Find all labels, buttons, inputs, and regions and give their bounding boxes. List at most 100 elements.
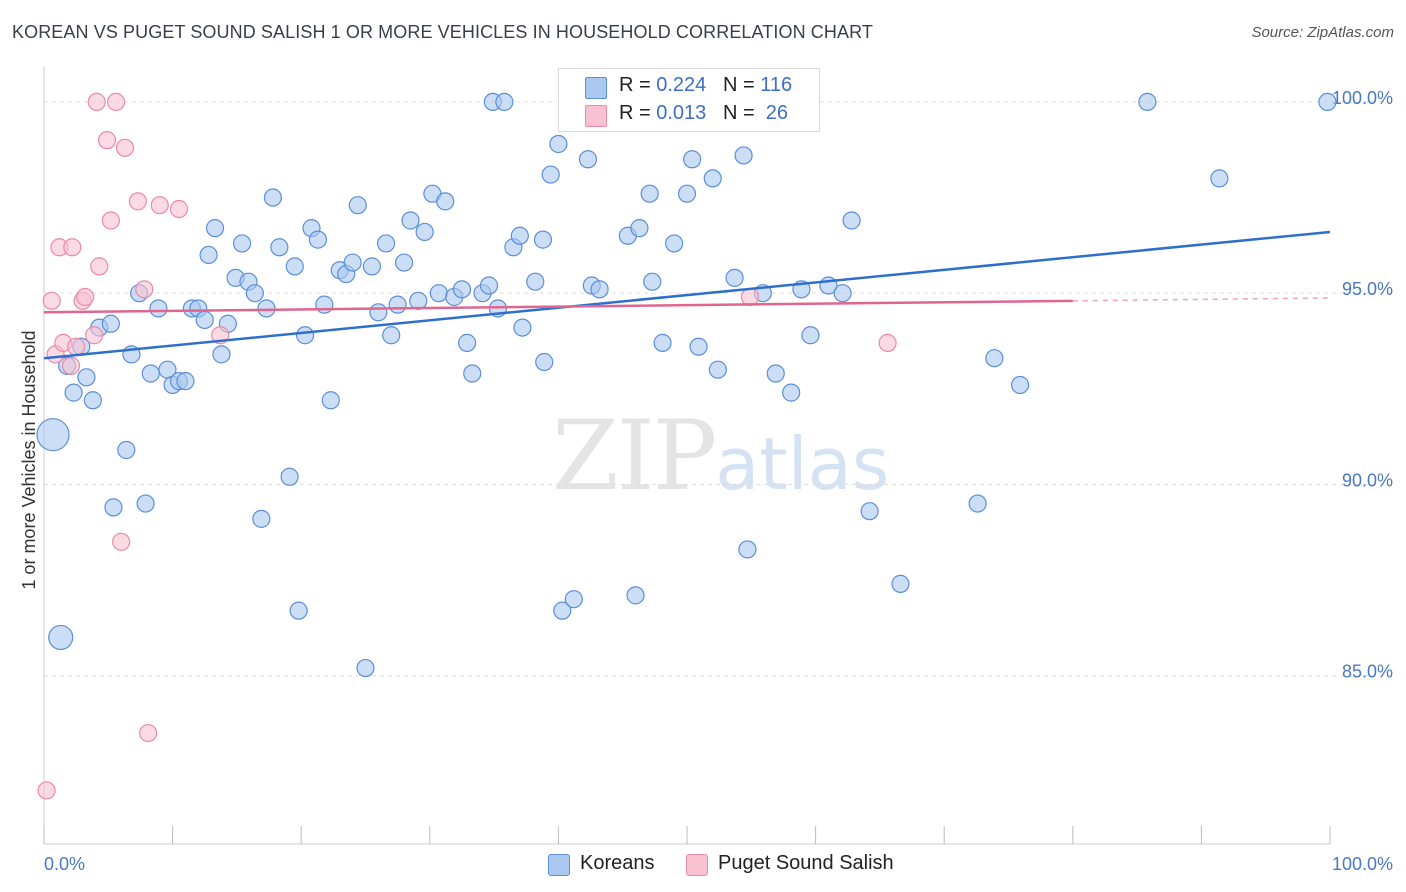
y-tick-label: 85.0%	[1342, 662, 1393, 682]
korean-legend-label: Koreans	[580, 852, 655, 874]
korean-point	[141, 364, 160, 383]
korean-trend-line	[43, 230, 1331, 360]
salish-point	[76, 287, 95, 307]
korean-point	[833, 284, 852, 303]
watermark-zip: ZIP	[552, 400, 717, 512]
y-axis-label: 1 or more Vehicles in Household	[19, 330, 39, 589]
korean-point	[541, 165, 560, 184]
salish-point	[135, 280, 154, 299]
salish-point	[115, 138, 135, 157]
korean-point	[590, 280, 609, 299]
korean-point	[535, 352, 554, 372]
salish-swatch	[585, 105, 607, 127]
r-label: R =	[619, 74, 651, 96]
korean-point	[176, 372, 195, 391]
korean-point	[376, 234, 396, 253]
salish-point	[87, 92, 106, 112]
korean-point	[289, 601, 308, 620]
korean-point	[891, 574, 910, 593]
korean-point	[295, 326, 315, 345]
korean-point	[64, 383, 83, 402]
korean-point	[495, 92, 514, 112]
legend-text: R = 0.013 N = 26	[619, 102, 788, 125]
korean-point	[513, 318, 532, 337]
korean-point	[394, 253, 414, 272]
korean-swatch	[585, 77, 607, 99]
korean-point	[968, 494, 987, 513]
korean-point	[738, 540, 757, 559]
y-tick-label: 100.0%	[1332, 88, 1393, 108]
korean-point	[48, 624, 74, 651]
chart-title: KOREAN VS PUGET SOUND SALISH 1 OR MORE V…	[12, 22, 873, 42]
korean-point	[199, 245, 218, 265]
korean-point	[665, 234, 684, 253]
korean-point	[270, 238, 289, 257]
salish-point	[67, 337, 86, 356]
korean-point	[245, 284, 265, 303]
legend-text: R = 0.224 N = 116	[619, 74, 792, 97]
salish-point	[63, 238, 82, 257]
korean-point	[463, 364, 482, 383]
y-tick-label: 90.0%	[1342, 470, 1393, 490]
korean-point	[369, 303, 388, 322]
korean-point	[280, 467, 299, 486]
korean-point	[149, 299, 168, 318]
korean-point	[677, 184, 697, 203]
korean-point	[766, 364, 785, 383]
korean-point	[117, 440, 136, 460]
korean-point	[77, 368, 96, 387]
korean-point	[257, 299, 276, 318]
korean-point	[1210, 169, 1229, 188]
korean-point	[388, 295, 407, 314]
korean-point	[348, 196, 367, 215]
korean-point	[553, 601, 572, 620]
x-tick-label: 0.0%	[44, 854, 85, 874]
korean-point	[626, 586, 645, 605]
salish-point	[150, 196, 169, 215]
korean-point	[212, 345, 231, 364]
r-label: R =	[619, 102, 651, 124]
korean-point	[321, 391, 340, 410]
n-value: 116	[760, 74, 793, 96]
korean-point	[415, 222, 434, 242]
legend-row-koreans: R = 0.224 N = 116	[585, 74, 792, 100]
korean-point	[362, 257, 382, 276]
korean-point	[549, 134, 568, 154]
salish-point	[740, 287, 760, 307]
n-label: N =	[722, 74, 755, 96]
korean-point	[630, 219, 649, 238]
salish-trend-line	[43, 299, 1073, 314]
salish-point	[85, 326, 104, 345]
salish-point	[139, 723, 158, 743]
y-tick-label: 95.0%	[1342, 279, 1393, 299]
korean-point	[315, 295, 334, 314]
korean-point	[734, 146, 753, 165]
korean-point	[1318, 92, 1337, 112]
watermark-atlas: atlas	[715, 422, 890, 506]
korean-legend-swatch	[548, 854, 570, 876]
korean-point	[708, 360, 727, 379]
salish-point	[112, 532, 131, 551]
korean-point	[578, 150, 598, 169]
korean-point	[479, 276, 499, 295]
salish-point	[42, 291, 61, 310]
korean-point	[653, 333, 672, 352]
salish-point	[97, 131, 117, 150]
korean-point	[689, 337, 708, 356]
korean-point	[564, 590, 583, 609]
korean-point	[842, 211, 861, 230]
korean-point	[104, 498, 123, 517]
korean-point	[36, 418, 70, 452]
r-value: 0.224	[656, 74, 707, 96]
korean-point	[782, 383, 801, 402]
korean-point	[1010, 375, 1030, 395]
legend-row-salish: R = 0.013 N = 26	[585, 102, 788, 128]
r-value: 0.013	[656, 102, 707, 124]
korean-point	[401, 211, 420, 230]
salish-point	[61, 356, 81, 375]
korean-point	[83, 391, 102, 410]
korean-point	[725, 268, 744, 287]
korean-point	[510, 226, 529, 245]
korean-point	[985, 349, 1004, 368]
x-tick-label: 100.0%	[1332, 854, 1393, 874]
